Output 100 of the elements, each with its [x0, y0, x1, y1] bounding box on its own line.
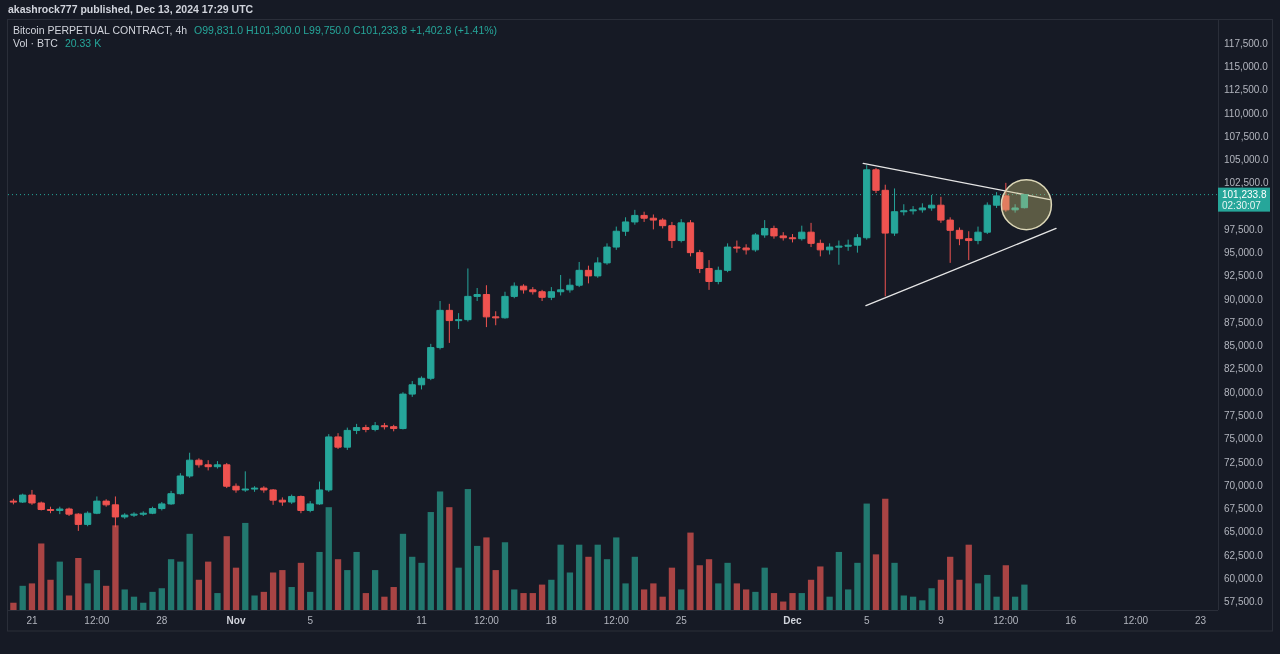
- x-tick-label: 23: [1195, 615, 1207, 626]
- bar: [928, 588, 935, 610]
- candlestick: [325, 433, 333, 493]
- candlestick: [56, 506, 64, 515]
- bar: [659, 596, 666, 610]
- bar: [409, 556, 416, 610]
- candlestick: [714, 266, 722, 285]
- candlestick: [807, 222, 815, 248]
- bar: [984, 574, 991, 610]
- candlestick: [306, 500, 314, 513]
- bar: [158, 588, 165, 610]
- candlestick: [492, 310, 500, 326]
- bar: [668, 567, 676, 610]
- bar: [344, 570, 351, 610]
- y-tick-label: 62,500.0: [1224, 549, 1264, 561]
- bar: [715, 583, 722, 610]
- bar: [863, 503, 870, 610]
- bar: [752, 591, 759, 610]
- bar: [631, 556, 638, 610]
- bar: [650, 583, 657, 610]
- candlestick: [417, 375, 426, 390]
- candlestick: [74, 512, 82, 532]
- y-tick-label: 97,500.0: [1224, 223, 1264, 235]
- text: 02:30:07: [1222, 199, 1262, 211]
- candlestick: [315, 481, 324, 506]
- y-tick-label: 57,500.0: [1224, 596, 1264, 608]
- x-tick-label: 5: [307, 615, 314, 626]
- bar: [390, 587, 397, 610]
- bar: [826, 596, 833, 610]
- candlestick: [918, 202, 927, 214]
- x-tick-label: 11: [416, 615, 428, 626]
- bar: [455, 567, 462, 610]
- bar: [678, 589, 685, 610]
- bar: [900, 595, 907, 610]
- bar: [817, 566, 824, 610]
- bar: [47, 579, 54, 610]
- candlestick: [343, 427, 351, 451]
- bar: [919, 600, 926, 610]
- bar: [974, 583, 982, 610]
- bar: [93, 570, 101, 610]
- bar: [854, 562, 861, 610]
- candlestick: [686, 219, 695, 257]
- candlestick: [659, 217, 667, 229]
- candlestick: [649, 214, 658, 230]
- candlestick: [380, 422, 389, 430]
- candlestick: [9, 498, 18, 505]
- text: akashrock777 published, Dec 13, 2024 17:29 UTC: [8, 3, 254, 15]
- x-tick-label: Dec: [783, 615, 803, 626]
- bar: [724, 562, 731, 610]
- bar: [121, 589, 128, 610]
- bar: [947, 556, 954, 610]
- bar: [19, 585, 26, 610]
- candlestick: [631, 209, 639, 226]
- candlestick: [927, 194, 936, 212]
- bar: [260, 591, 267, 610]
- bar: [288, 587, 295, 610]
- bar: [492, 570, 499, 610]
- candlestick: [761, 219, 769, 239]
- y-tick-label: 80,000.0: [1224, 386, 1264, 398]
- candlestick: [288, 494, 296, 505]
- x-tick-label: Nov: [226, 615, 246, 626]
- candlestick: [788, 233, 797, 243]
- candlestick: [556, 274, 565, 296]
- bar: [538, 584, 546, 610]
- bar: [353, 551, 360, 610]
- bar: [177, 561, 184, 610]
- bar: [399, 533, 407, 610]
- bar: [882, 498, 889, 610]
- bar: [835, 551, 843, 610]
- y-tick-label: 112,500.0: [1224, 84, 1269, 96]
- candlestick: [148, 506, 157, 515]
- candlestick: [250, 485, 259, 493]
- candlestick: [816, 239, 824, 257]
- bar: [279, 570, 286, 610]
- x-tick-label: 28: [156, 615, 168, 626]
- x-tick-label: 9: [938, 615, 945, 626]
- candlestick: [176, 472, 185, 496]
- bar: [585, 556, 592, 610]
- bar: [993, 596, 1000, 610]
- bar: [140, 602, 147, 610]
- bar: [845, 589, 852, 610]
- bar: [613, 537, 620, 610]
- y-tick-label: 85,000.0: [1224, 340, 1264, 352]
- bar: [28, 583, 36, 610]
- bar: [594, 544, 601, 610]
- bar: [186, 533, 193, 610]
- bar: [316, 551, 323, 610]
- bar: [84, 583, 91, 610]
- bar: [325, 507, 332, 610]
- y-tick-label: 90,000.0: [1224, 293, 1264, 305]
- bar: [789, 593, 796, 610]
- candlestick: [751, 232, 760, 253]
- bar: [761, 567, 768, 610]
- bar: [205, 561, 212, 610]
- bar: [780, 601, 787, 610]
- bar: [705, 559, 713, 610]
- bar: [242, 522, 249, 610]
- bar: [965, 544, 972, 610]
- candlestick: [853, 233, 862, 254]
- candlestick: [352, 423, 361, 435]
